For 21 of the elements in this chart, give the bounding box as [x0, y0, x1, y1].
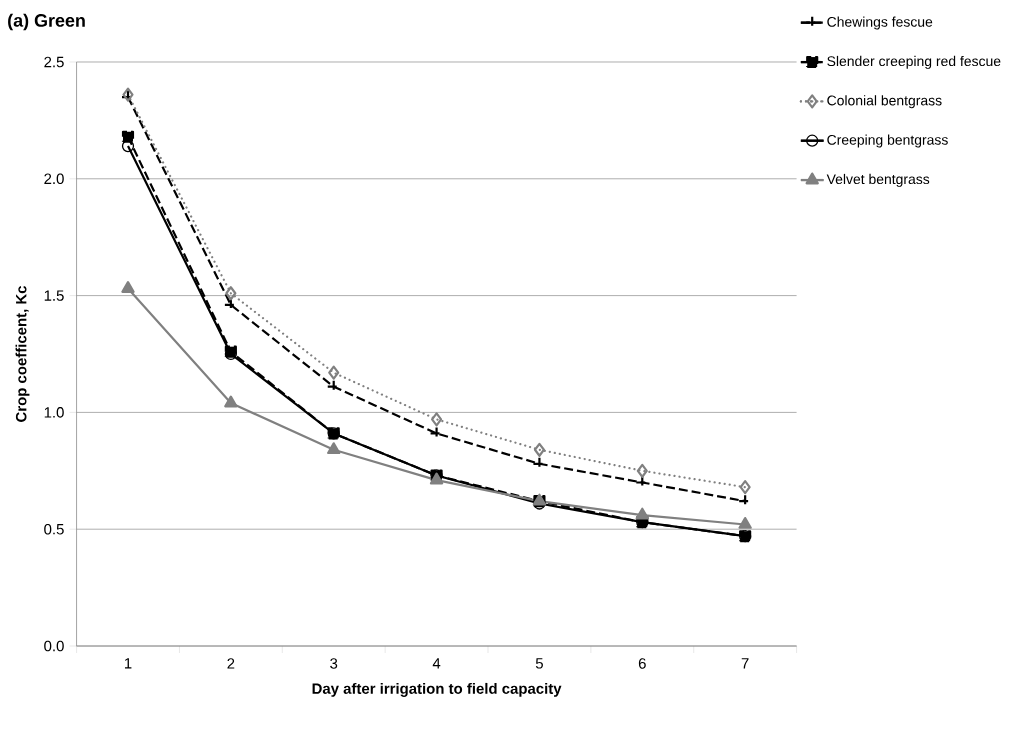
- y-tick-label: 1.5: [44, 290, 64, 301]
- y-tick-label: 1.0: [44, 407, 64, 418]
- x-tick-label: 6: [638, 658, 646, 669]
- chart-title: (a) Green: [8, 13, 85, 31]
- x-tick-label: 1: [124, 658, 132, 669]
- x-axis-title: Day after irrigation to field capacity: [312, 682, 562, 697]
- legend-label: Velvet bentgrass: [826, 173, 930, 187]
- x-tick-label: 4: [432, 658, 441, 669]
- y-tick-label: 0.0: [44, 640, 64, 652]
- x-tick-label: 7: [741, 658, 749, 669]
- legend-label: Slender creeping red fescue: [827, 55, 1001, 69]
- y-axis-title: Crop coefficent, Kc: [15, 285, 30, 422]
- legend-label: Creeping bentgrass: [827, 134, 948, 148]
- y-tick-label: 2.5: [44, 56, 64, 68]
- legend-label: Chewings fescue: [827, 16, 933, 30]
- y-tick-label: 0.5: [44, 523, 64, 535]
- x-tick-label: 3: [330, 658, 338, 669]
- x-tick-label: 5: [535, 658, 543, 669]
- x-tick-label: 2: [227, 658, 235, 669]
- y-tick-label: 2.0: [44, 173, 64, 185]
- legend-label: Colonial bentgrass: [827, 95, 942, 109]
